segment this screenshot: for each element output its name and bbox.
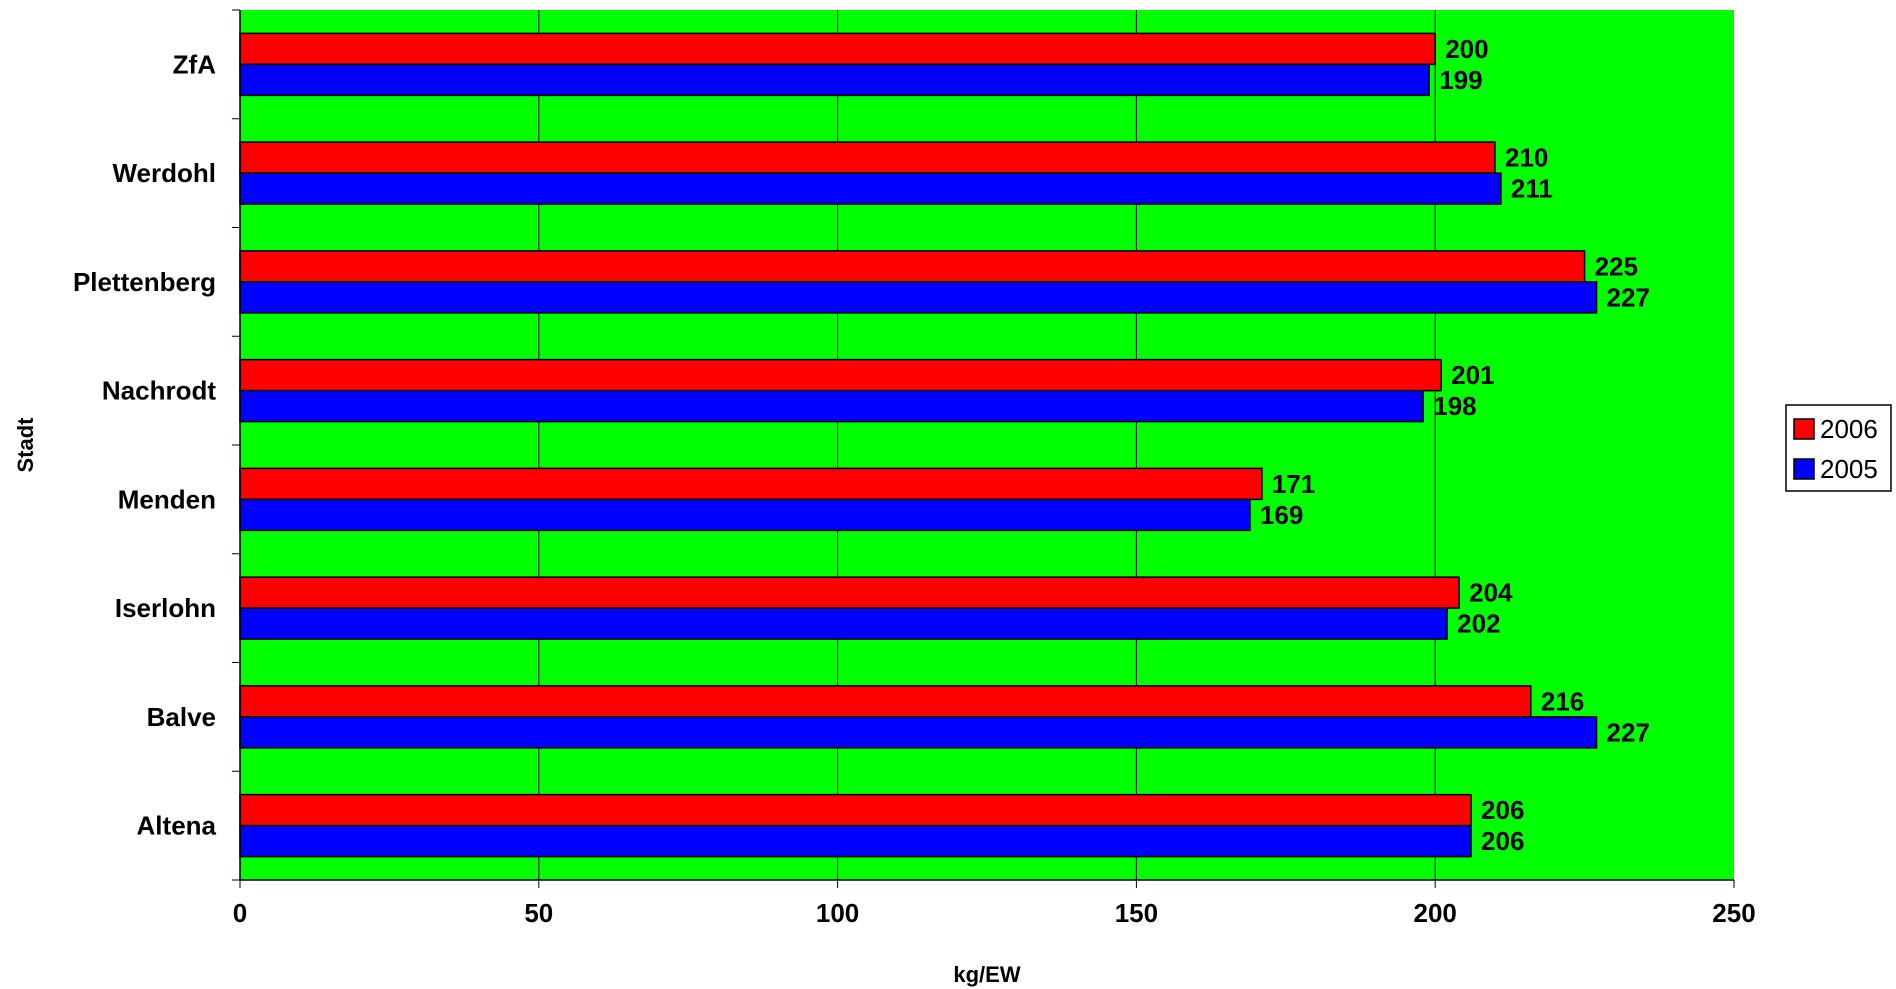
data-label: 210 [1505, 143, 1548, 173]
data-label: 171 [1272, 469, 1315, 499]
bar [239, 358, 1442, 392]
x-tick-label: 150 [1115, 898, 1158, 928]
bar [239, 685, 1532, 718]
category-label: Werdohl [112, 158, 216, 188]
x-tick-label: 200 [1414, 898, 1457, 928]
bar [239, 32, 1436, 66]
bar [239, 63, 1430, 97]
category-label: Menden [118, 484, 216, 514]
x-tick-label: 50 [524, 898, 553, 928]
data-label: 206 [1481, 795, 1524, 825]
category-label: Plettenberg [73, 267, 216, 297]
category-label: Balve [147, 702, 216, 732]
data-label: 198 [1433, 391, 1476, 421]
x-tick-label: 100 [816, 898, 859, 928]
data-label: 200 [1445, 34, 1488, 64]
category-label: Iserlohn [115, 593, 216, 623]
axes: 0 50 100 150 200 250 [232, 9, 1756, 928]
data-label: 216 [1541, 686, 1584, 716]
bar [239, 498, 1251, 532]
category-label: ZfA [173, 49, 217, 79]
y-axis-title: Stadt [13, 417, 38, 473]
data-label: 227 [1607, 717, 1650, 747]
legend-swatch [1793, 458, 1815, 480]
x-axis-title: kg/EW [953, 962, 1020, 987]
data-label: 201 [1451, 360, 1494, 390]
plot-area [240, 10, 1734, 880]
bar [239, 793, 1472, 827]
bar [239, 389, 1424, 423]
bar [239, 250, 1586, 283]
data-label: 202 [1457, 609, 1500, 639]
bar [239, 824, 1472, 858]
data-label: 169 [1260, 500, 1303, 530]
data-label: 204 [1469, 578, 1513, 608]
bar [239, 576, 1460, 609]
legend: 2006 2005 [1785, 404, 1892, 492]
x-tick-label: 0 [233, 898, 247, 928]
category-label: Altena [137, 811, 217, 841]
legend-label: 2005 [1820, 454, 1878, 484]
bar [239, 467, 1263, 501]
data-label: 206 [1481, 826, 1524, 856]
data-label: 225 [1595, 251, 1638, 281]
data-label: 211 [1511, 174, 1553, 204]
bar [239, 172, 1502, 205]
category-label: Nachrodt [102, 376, 216, 406]
legend-swatch [1793, 418, 1815, 440]
x-tick-label: 250 [1712, 898, 1755, 928]
legend-label: 2006 [1820, 414, 1878, 444]
data-label: 199 [1439, 65, 1482, 95]
data-label: 227 [1607, 282, 1650, 312]
bar [239, 607, 1448, 640]
bar [239, 716, 1598, 749]
bar [239, 141, 1496, 174]
bar [239, 281, 1598, 314]
